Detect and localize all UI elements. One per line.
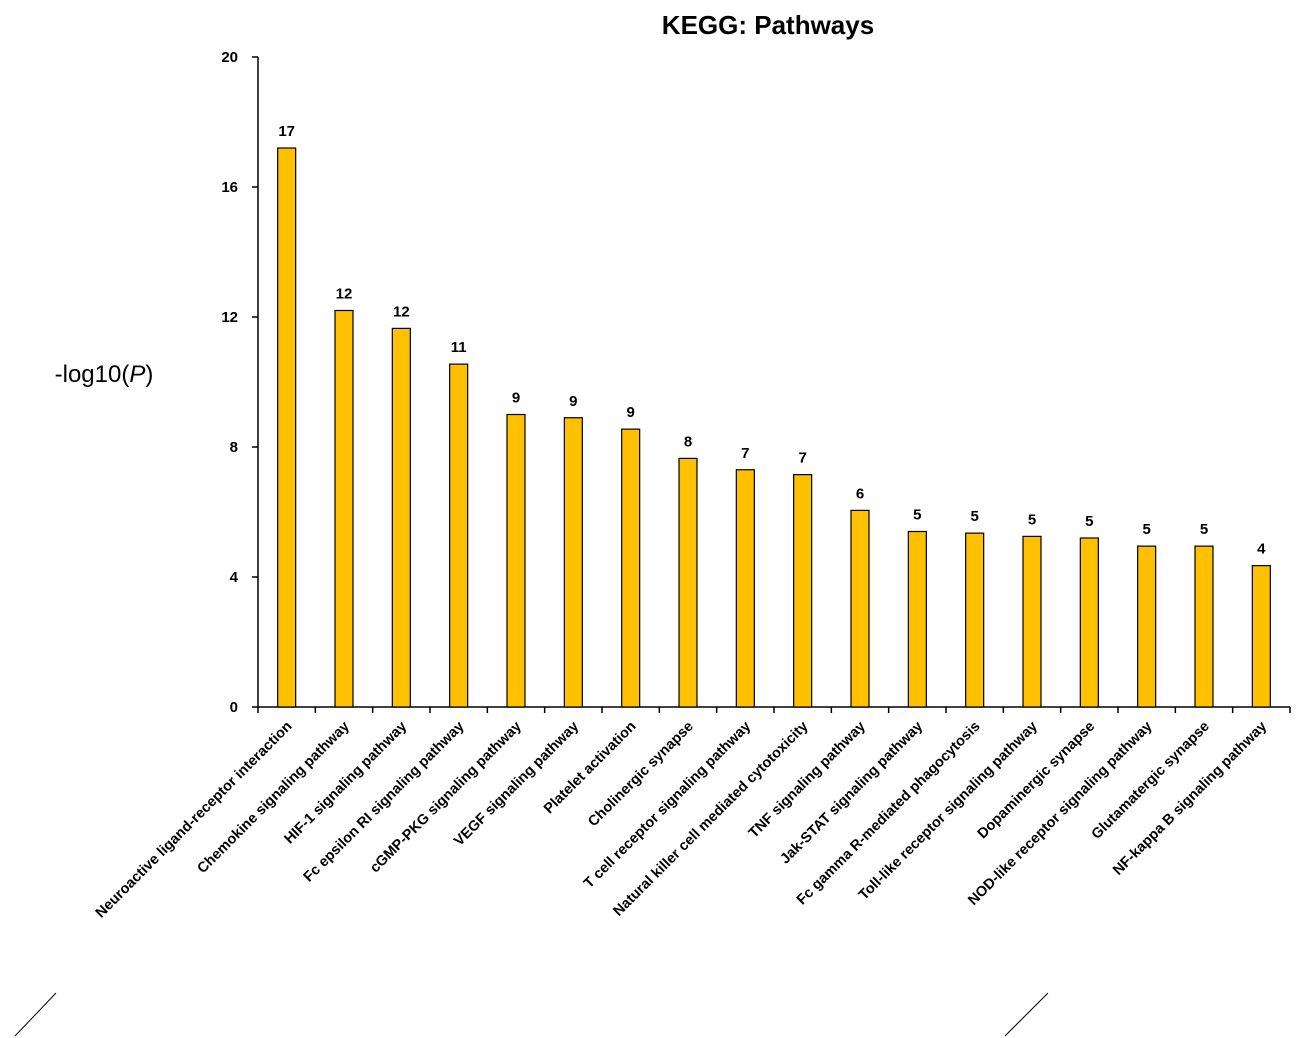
data-label: 12	[336, 286, 353, 303]
y-axis-label-suffix: )	[145, 361, 153, 388]
data-label: 8	[684, 433, 692, 450]
y-tick-label: 4	[230, 569, 239, 586]
bar	[621, 428, 641, 708]
bar	[391, 327, 411, 708]
data-label: 5	[1200, 521, 1208, 538]
data-label: 5	[1142, 521, 1150, 538]
category-label: TNF signaling pathway	[746, 719, 869, 842]
bar	[277, 147, 297, 708]
bar	[1137, 545, 1157, 708]
decorative-diagonal-line	[1004, 992, 1049, 1037]
bar	[1022, 535, 1042, 708]
bar	[907, 530, 927, 708]
chart-title: KEGG: Pathways	[662, 10, 874, 40]
category-labels-group: Neuroactive ligand-receptor interaction C…	[93, 719, 1270, 922]
y-tick-label: 12	[221, 309, 238, 326]
data-label: 12	[393, 303, 410, 320]
data-label: 5	[970, 508, 978, 525]
bar	[850, 509, 870, 708]
data-label: 7	[798, 450, 806, 467]
bars-group	[277, 147, 1271, 708]
category-label: Glutamatergic synapse	[1089, 719, 1213, 843]
data-label: 6	[856, 485, 864, 502]
bar	[678, 457, 698, 708]
data-label: 5	[913, 507, 921, 524]
bar	[334, 309, 354, 708]
category-label: Natural killer cell mediated cytotoxicit…	[610, 719, 811, 920]
data-labels-group: 17 12 12 11 9 9 9 8 7 7 6 5 5 5 5 5 5 4	[278, 123, 1266, 558]
bar	[449, 363, 469, 708]
bar	[965, 532, 985, 708]
data-label: 17	[278, 123, 295, 140]
data-label: 9	[569, 393, 577, 410]
y-tick-label: 8	[230, 439, 238, 456]
bar	[735, 469, 755, 708]
category-label: Dopaminergic synapse	[975, 719, 1099, 843]
data-label: 9	[626, 404, 634, 421]
bar	[1079, 537, 1099, 708]
decorative-lines	[14, 992, 1049, 1037]
y-axis-label: -log10(P)	[55, 361, 154, 388]
data-label: 5	[1085, 513, 1093, 530]
bar	[1251, 565, 1271, 708]
y-axis: 0 4 8 12 16 20	[221, 49, 259, 716]
y-axis-label-prefix: -log10(	[55, 361, 130, 388]
bar	[1194, 545, 1214, 708]
y-axis-label-italic: P	[129, 361, 145, 388]
data-label: 4	[1257, 541, 1266, 558]
category-label: Cholinergic synapse	[585, 719, 697, 831]
y-tick-label: 16	[221, 179, 238, 196]
data-label: 7	[741, 445, 749, 462]
bar	[793, 474, 813, 708]
x-axis	[257, 706, 1291, 713]
data-label: 11	[451, 339, 467, 356]
y-tick-label: 0	[230, 699, 238, 716]
decorative-diagonal-line	[14, 992, 57, 1037]
bar	[563, 417, 583, 708]
bar	[506, 413, 526, 708]
data-label: 9	[512, 390, 520, 407]
y-tick-label: 20	[221, 49, 238, 66]
data-label: 5	[1028, 511, 1036, 528]
category-label: Neuroactive ligand-receptor interaction	[93, 719, 296, 922]
